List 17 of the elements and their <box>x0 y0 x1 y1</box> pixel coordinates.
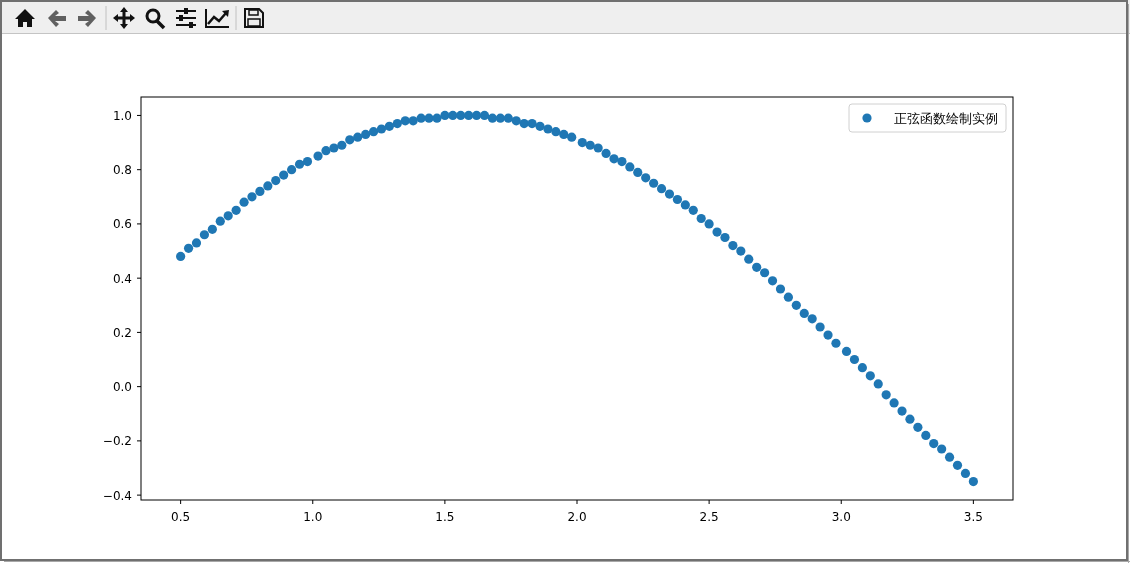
x-tick-label: 2.0 <box>567 510 587 524</box>
legend-label: 正弦函数绘制实例 <box>894 111 998 126</box>
x-tick-label: 0.5 <box>171 510 191 524</box>
y-tick-label: −0.4 <box>102 488 132 503</box>
y-tick-label: 0.8 <box>112 163 132 178</box>
y-tick-label: 0.4 <box>112 271 132 286</box>
x-tick-label: 1.5 <box>435 510 455 524</box>
legend: 正弦函数绘制实例 <box>848 103 1007 133</box>
y-tick-label: 0.6 <box>112 217 132 232</box>
x-tick-label: 2.5 <box>699 510 719 524</box>
y-tick-label: 0.0 <box>112 380 132 395</box>
y-tick-label: 0.2 <box>112 325 132 340</box>
y-tick-label: −0.2 <box>102 434 132 449</box>
x-tick-label: 1.0 <box>303 510 323 524</box>
x-tick-label: 3.0 <box>831 510 851 524</box>
y-tick-label: 1.0 <box>112 108 132 123</box>
x-tick-label: 3.5 <box>963 510 983 524</box>
